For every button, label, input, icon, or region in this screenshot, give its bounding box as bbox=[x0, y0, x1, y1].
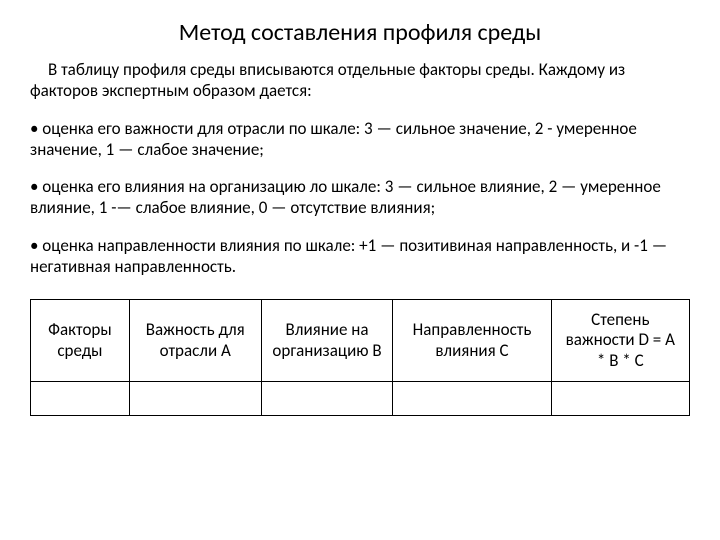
bullet-1: • оценка его важности для отрасли по шка… bbox=[30, 118, 690, 161]
profile-table-wrap: Факторы среды Важность для отрасли А Вли… bbox=[30, 299, 690, 416]
cell-degree bbox=[551, 382, 689, 416]
col-header-influence: Влияние на организацию В bbox=[261, 300, 393, 382]
col-header-importance: Важность для отрасли А bbox=[129, 300, 261, 382]
col-header-degree: Степень важности D = A * B * C bbox=[551, 300, 689, 382]
bullet-3: • оценка направленности влияния по шкале… bbox=[30, 235, 690, 278]
profile-table: Факторы среды Важность для отрасли А Вли… bbox=[30, 299, 690, 416]
intro-text: В таблицу профиля среды вписываются отде… bbox=[30, 59, 690, 102]
cell-direction bbox=[393, 382, 551, 416]
table-row bbox=[31, 382, 690, 416]
page-title: Метод составления профиля среды bbox=[30, 18, 690, 47]
col-header-direction: Направленность влияния С bbox=[393, 300, 551, 382]
cell-importance bbox=[129, 382, 261, 416]
col-header-factors: Факторы среды bbox=[31, 300, 130, 382]
cell-influence bbox=[261, 382, 393, 416]
table-header-row: Факторы среды Важность для отрасли А Вли… bbox=[31, 300, 690, 382]
bullet-2: • оценка его влияния на организацию ло ш… bbox=[30, 176, 690, 219]
cell-factors bbox=[31, 382, 130, 416]
